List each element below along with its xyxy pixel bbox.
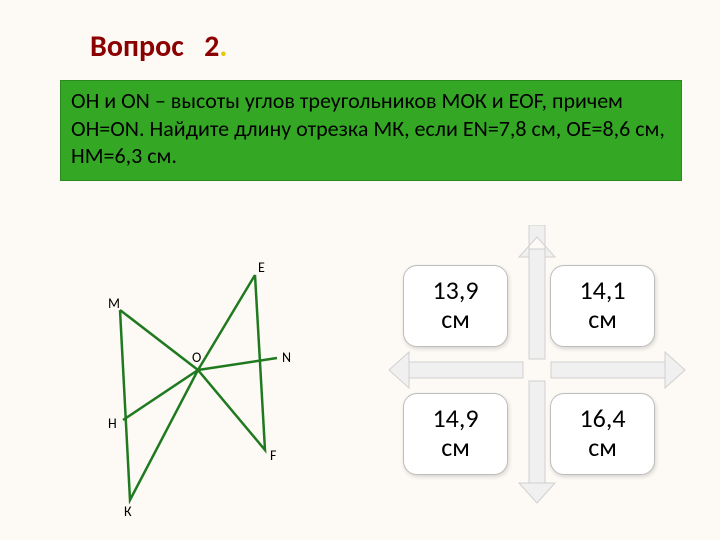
answer-d-text: 16,4см xyxy=(579,402,625,463)
answer-option-a[interactable]: 13,9см xyxy=(403,265,508,347)
answer-option-c[interactable]: 14,9см xyxy=(403,393,508,475)
segment-on xyxy=(198,358,277,370)
arrow-left-stem xyxy=(399,362,523,378)
title-word: Вопрос xyxy=(90,28,184,65)
title-dot: . xyxy=(219,28,227,65)
label-f: F xyxy=(270,447,277,464)
label-m: М xyxy=(108,295,120,312)
answer-a-text: 13,9см xyxy=(432,274,478,335)
triangles-diagram: М К Е F О Н N xyxy=(80,250,340,530)
answer-c-text: 14,9см xyxy=(432,402,478,463)
label-n: N xyxy=(282,349,291,366)
question-title: Вопрос 2. xyxy=(90,28,227,65)
problem-statement: ОН и ОN – высоты углов треугольников МОК… xyxy=(60,80,682,181)
label-e: Е xyxy=(258,259,265,276)
arrow-right-icon xyxy=(665,352,685,388)
answer-b-text: 14,1см xyxy=(579,274,625,335)
answer-option-b[interactable]: 14,1см xyxy=(550,265,655,347)
label-o: О xyxy=(192,349,201,366)
answer-option-d[interactable]: 16,4см xyxy=(550,393,655,475)
problem-text: ОН и ОN – высоты углов треугольников МОК… xyxy=(71,87,665,169)
label-h: Н xyxy=(108,415,117,432)
arrow-up-stem xyxy=(529,249,545,359)
label-k: К xyxy=(124,503,132,520)
arrow-down-icon xyxy=(519,483,555,503)
arrow-left-icon xyxy=(389,352,409,388)
arrow-down-stem xyxy=(529,381,545,491)
title-number: 2 xyxy=(204,28,219,65)
answers-region: 13,9см 14,1см 14,9см 16,4см xyxy=(385,225,695,525)
triangle-mok xyxy=(120,310,198,500)
arrow-up-icon xyxy=(519,225,555,257)
arrow-right-stem xyxy=(551,362,675,378)
segment-oh xyxy=(123,370,198,420)
